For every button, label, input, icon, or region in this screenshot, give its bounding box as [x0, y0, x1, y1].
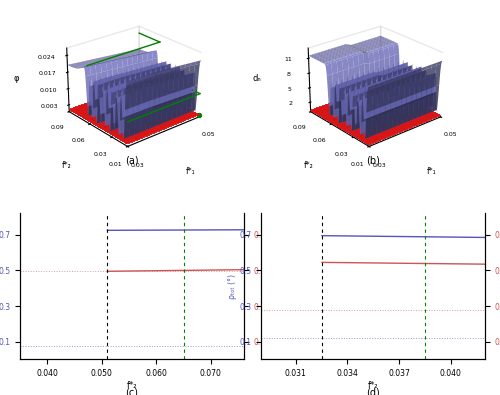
- X-axis label: f*₁: f*₁: [186, 167, 196, 176]
- X-axis label: f*₂: f*₂: [368, 381, 378, 390]
- Y-axis label: X₂: X₂: [268, 282, 277, 291]
- Y-axis label: ρₜₒₜ (°): ρₜₒₜ (°): [228, 274, 237, 299]
- Text: (c): (c): [126, 388, 138, 395]
- X-axis label: f*₁: f*₁: [427, 167, 437, 176]
- Text: (a): (a): [125, 156, 138, 166]
- Text: (d): (d): [366, 388, 380, 395]
- Y-axis label: f*₂: f*₂: [62, 162, 72, 170]
- X-axis label: f*₂: f*₂: [126, 381, 137, 390]
- Y-axis label: f*₂: f*₂: [304, 162, 313, 170]
- Text: (b): (b): [366, 156, 380, 166]
